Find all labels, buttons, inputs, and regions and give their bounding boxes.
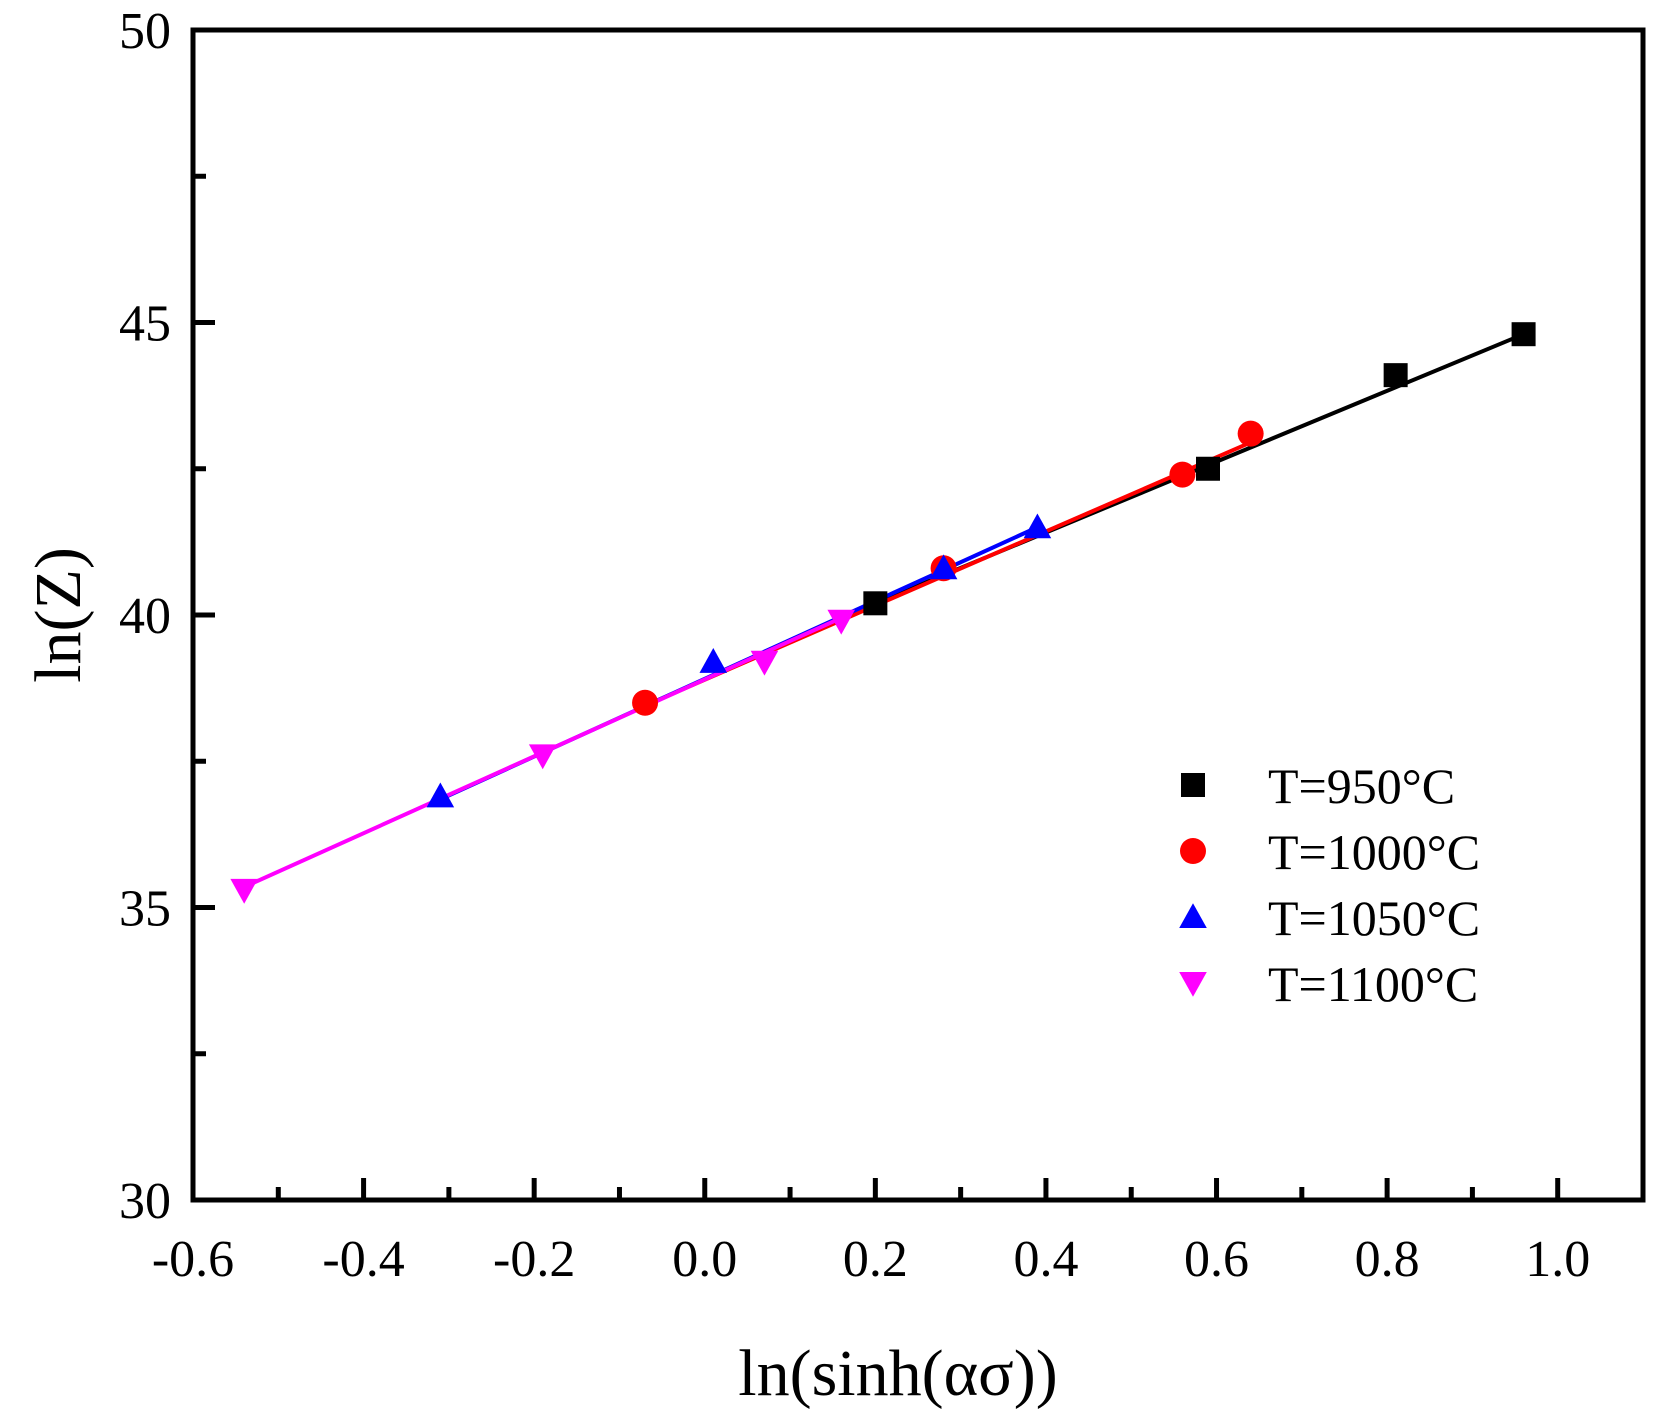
data-point-series-2 — [1023, 513, 1052, 539]
data-point-series-2 — [929, 554, 958, 580]
data-point-series-2 — [699, 648, 728, 673]
plot-area-frame — [190, 27, 1646, 1203]
y-tick-label: 30 — [119, 1173, 171, 1230]
data-point-series-0 — [1383, 363, 1408, 388]
y-tick-label: 50 — [119, 3, 171, 60]
data-point-series-2 — [426, 782, 455, 808]
data-point-series-3 — [230, 878, 258, 904]
x-tick-label: 0.2 — [843, 1231, 908, 1288]
x-tick-label: -0.6 — [152, 1231, 234, 1288]
x-tick-label: 1.0 — [1525, 1231, 1590, 1288]
legend-marker-2 — [1179, 903, 1207, 929]
legend-label-2: T=1050°C — [1268, 890, 1480, 946]
data-point-series-3 — [827, 609, 856, 635]
data-point-series-1 — [1169, 461, 1196, 488]
x-axis-title: ln(sinh(ασ)) — [738, 1337, 1057, 1410]
y-tick-label: 40 — [119, 588, 171, 645]
tick-labels: -0.6 -0.4 -0.2 0.0 0.2 0.4 0.6 0.8 1.0 30 35 40 45 50 — [119, 3, 1590, 1288]
x-tick-label: 0.6 — [1184, 1231, 1249, 1288]
data-point-series-3 — [528, 744, 557, 770]
y-tick-label: 35 — [119, 881, 171, 938]
legend-marker-1 — [1180, 838, 1206, 864]
data-point-series-0 — [1511, 322, 1536, 347]
data-point-series-0 — [863, 591, 888, 616]
x-tick-label: -0.4 — [322, 1231, 404, 1288]
legend-label-0: T=950°C — [1268, 758, 1455, 814]
data-point-series-3 — [750, 650, 779, 676]
axis-ticks — [190, 27, 1561, 1203]
x-tick-label: 0.8 — [1355, 1231, 1420, 1288]
x-tick-label: 0.0 — [672, 1231, 737, 1288]
data-point-series-1 — [1237, 420, 1264, 447]
legend: T=950°C T=1000°C T=1050°C T=1100°C — [1179, 758, 1480, 1012]
x-tick-label: 0.4 — [1013, 1231, 1078, 1288]
data-points — [230, 322, 1536, 904]
data-point-series-1 — [632, 689, 659, 716]
y-axis-title: ln(Z) — [22, 547, 95, 683]
legend-marker-3 — [1179, 971, 1207, 997]
data-point-series-0 — [1196, 456, 1220, 481]
legend-marker-0 — [1181, 773, 1205, 797]
x-tick-label: -0.2 — [493, 1231, 575, 1288]
legend-label-3: T=1100°C — [1268, 956, 1478, 1012]
legend-label-1: T=1000°C — [1268, 824, 1480, 880]
y-tick-label: 45 — [119, 296, 171, 353]
